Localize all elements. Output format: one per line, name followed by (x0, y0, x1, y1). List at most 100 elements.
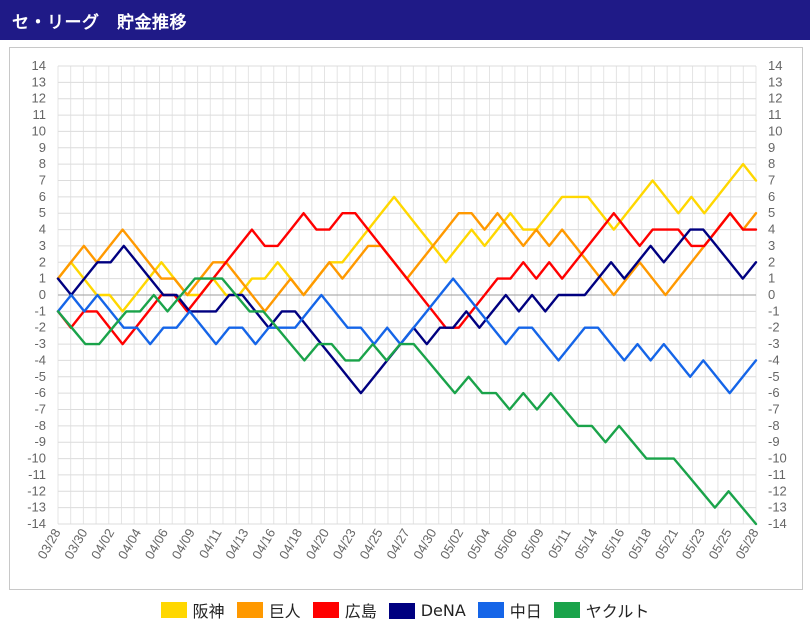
y-tick-label-left: -4 (34, 352, 46, 367)
legend-item: DeNA (388, 600, 466, 620)
x-tick-label: 05/18 (625, 526, 654, 562)
x-tick-label: 04/06 (142, 526, 171, 562)
legend-label: DeNA (420, 601, 466, 620)
legend-swatch (477, 602, 504, 618)
y-tick-label-left: -11 (28, 467, 46, 482)
y-tick-label-left: 0 (39, 287, 46, 302)
y-tick-label-right: 4 (768, 222, 775, 237)
y-tick-label-right: 2 (768, 254, 775, 269)
legend-item: ヤクルト (553, 598, 650, 622)
legend-item: 巨人 (236, 598, 301, 622)
y-tick-label-left: -1 (34, 303, 46, 318)
y-tick-label-right: -10 (768, 451, 787, 466)
y-tick-label-left: 8 (39, 156, 46, 171)
y-tick-label-right: 7 (768, 173, 775, 188)
legend-swatch (553, 602, 580, 618)
y-tick-label-left: 7 (39, 173, 46, 188)
x-tick-label: 05/06 (491, 526, 520, 562)
y-tick-label-right: -11 (768, 467, 786, 482)
y-tick-label-right: 10 (768, 123, 782, 138)
series-line-阪神 (56, 162, 758, 313)
x-tick-label: 04/30 (410, 526, 439, 562)
y-tick-label-left: 10 (32, 123, 46, 138)
y-tick-label-left: 14 (32, 58, 46, 73)
y-tick-label-left: 3 (39, 238, 46, 253)
chart-legend: 阪神 巨人 広島 DeNA 中日 ヤクルト (0, 598, 810, 626)
y-tick-label-left: -8 (34, 418, 46, 433)
y-tick-label-right: -4 (768, 352, 780, 367)
legend-swatch (312, 602, 339, 618)
y-tick-label-left: -10 (27, 451, 46, 466)
y-tick-label-right: -12 (768, 483, 787, 498)
y-tick-label-right: -14 (768, 516, 787, 531)
x-tick-label: 05/02 (437, 526, 466, 562)
grid (57, 65, 757, 525)
y-tick-label-right: -9 (768, 434, 780, 449)
x-tick-label: 05/09 (518, 526, 547, 562)
y-tick-label-right: 6 (768, 189, 775, 204)
legend-item: 阪神 (160, 598, 225, 622)
y-tick-label-left: -14 (27, 516, 46, 531)
x-tick-label: 04/13 (222, 526, 251, 562)
legend-swatch (160, 602, 187, 618)
y-tick-label-right: 14 (768, 58, 782, 73)
y-tick-label-left: 6 (39, 189, 46, 204)
y-tick-label-right: 1 (768, 271, 775, 286)
y-tick-label-left: 4 (39, 222, 46, 237)
y-tick-label-left: 11 (33, 107, 47, 122)
y-tick-label-right: -5 (768, 369, 780, 384)
x-tick-label: 03/30 (61, 526, 90, 562)
y-tick-label-right: -2 (768, 320, 780, 335)
y-tick-label-right: -6 (768, 385, 780, 400)
x-tick-label: 05/14 (571, 526, 600, 562)
y-tick-label-right: 12 (768, 91, 782, 106)
y-tick-label-right: 3 (768, 238, 775, 253)
x-tick-label: 04/16 (249, 526, 278, 562)
legend-label: 巨人 (268, 602, 301, 621)
y-tick-label-right: -1 (768, 303, 780, 318)
y-tick-label-right: 13 (768, 74, 782, 89)
y-tick-label-left: -7 (34, 402, 46, 417)
x-tick-label: 04/11 (196, 526, 225, 561)
y-tick-label-right: -13 (768, 500, 787, 515)
chart-frame: 14 14 13 13 12 12 11 11 10 10 9 9 8 8 7 7 6 6 5 5 4 4 3 3 2 2 1 1 0 0… (9, 47, 803, 590)
x-tick-label: 04/23 (330, 526, 359, 562)
y-tick-label-left: 2 (39, 254, 46, 269)
x-tick-label: 05/21 (652, 526, 681, 562)
series-line-中日 (56, 277, 758, 395)
legend-label: 広島 (344, 602, 377, 621)
x-tick-label: 05/25 (705, 526, 734, 562)
x-tick-label: 04/04 (115, 526, 144, 562)
y-tick-label-left: 1 (39, 271, 46, 286)
legend-label: 阪神 (192, 602, 225, 621)
x-tick-label: 04/18 (276, 526, 305, 562)
y-tick-label-left: 9 (39, 140, 46, 155)
y-tick-label-right: 8 (768, 156, 775, 171)
y-tick-label-left: 12 (32, 91, 46, 106)
y-tick-label-right: 9 (768, 140, 775, 155)
y-tick-label-right: -8 (768, 418, 780, 433)
legend-swatch (236, 602, 263, 618)
x-tick-label: 05/23 (679, 526, 708, 562)
y-tick-label-left: 5 (39, 205, 46, 220)
x-tick-label: 03/28 (34, 526, 63, 562)
y-tick-label-left: -6 (34, 385, 46, 400)
x-tick-label: 05/11 (545, 526, 574, 561)
x-tick-label: 05/16 (598, 526, 627, 562)
legend-swatch (388, 602, 415, 619)
x-tick-label: 04/02 (88, 526, 117, 562)
x-tick-label: 04/27 (383, 526, 412, 562)
y-tick-label-right: 0 (768, 287, 775, 302)
y-tick-label-left: -2 (34, 320, 46, 335)
legend-label: 中日 (509, 602, 542, 621)
x-tick-label: 05/28 (732, 526, 761, 562)
y-tick-label-right: -3 (768, 336, 780, 351)
x-tick-label: 05/04 (464, 526, 493, 562)
x-tick-label: 04/25 (356, 526, 385, 562)
legend-item: 広島 (312, 598, 377, 622)
y-tick-label-left: -12 (27, 483, 46, 498)
x-tick-label: 04/20 (303, 526, 332, 562)
y-tick-label-left: -9 (34, 434, 46, 449)
legend-label: ヤクルト (585, 602, 650, 621)
